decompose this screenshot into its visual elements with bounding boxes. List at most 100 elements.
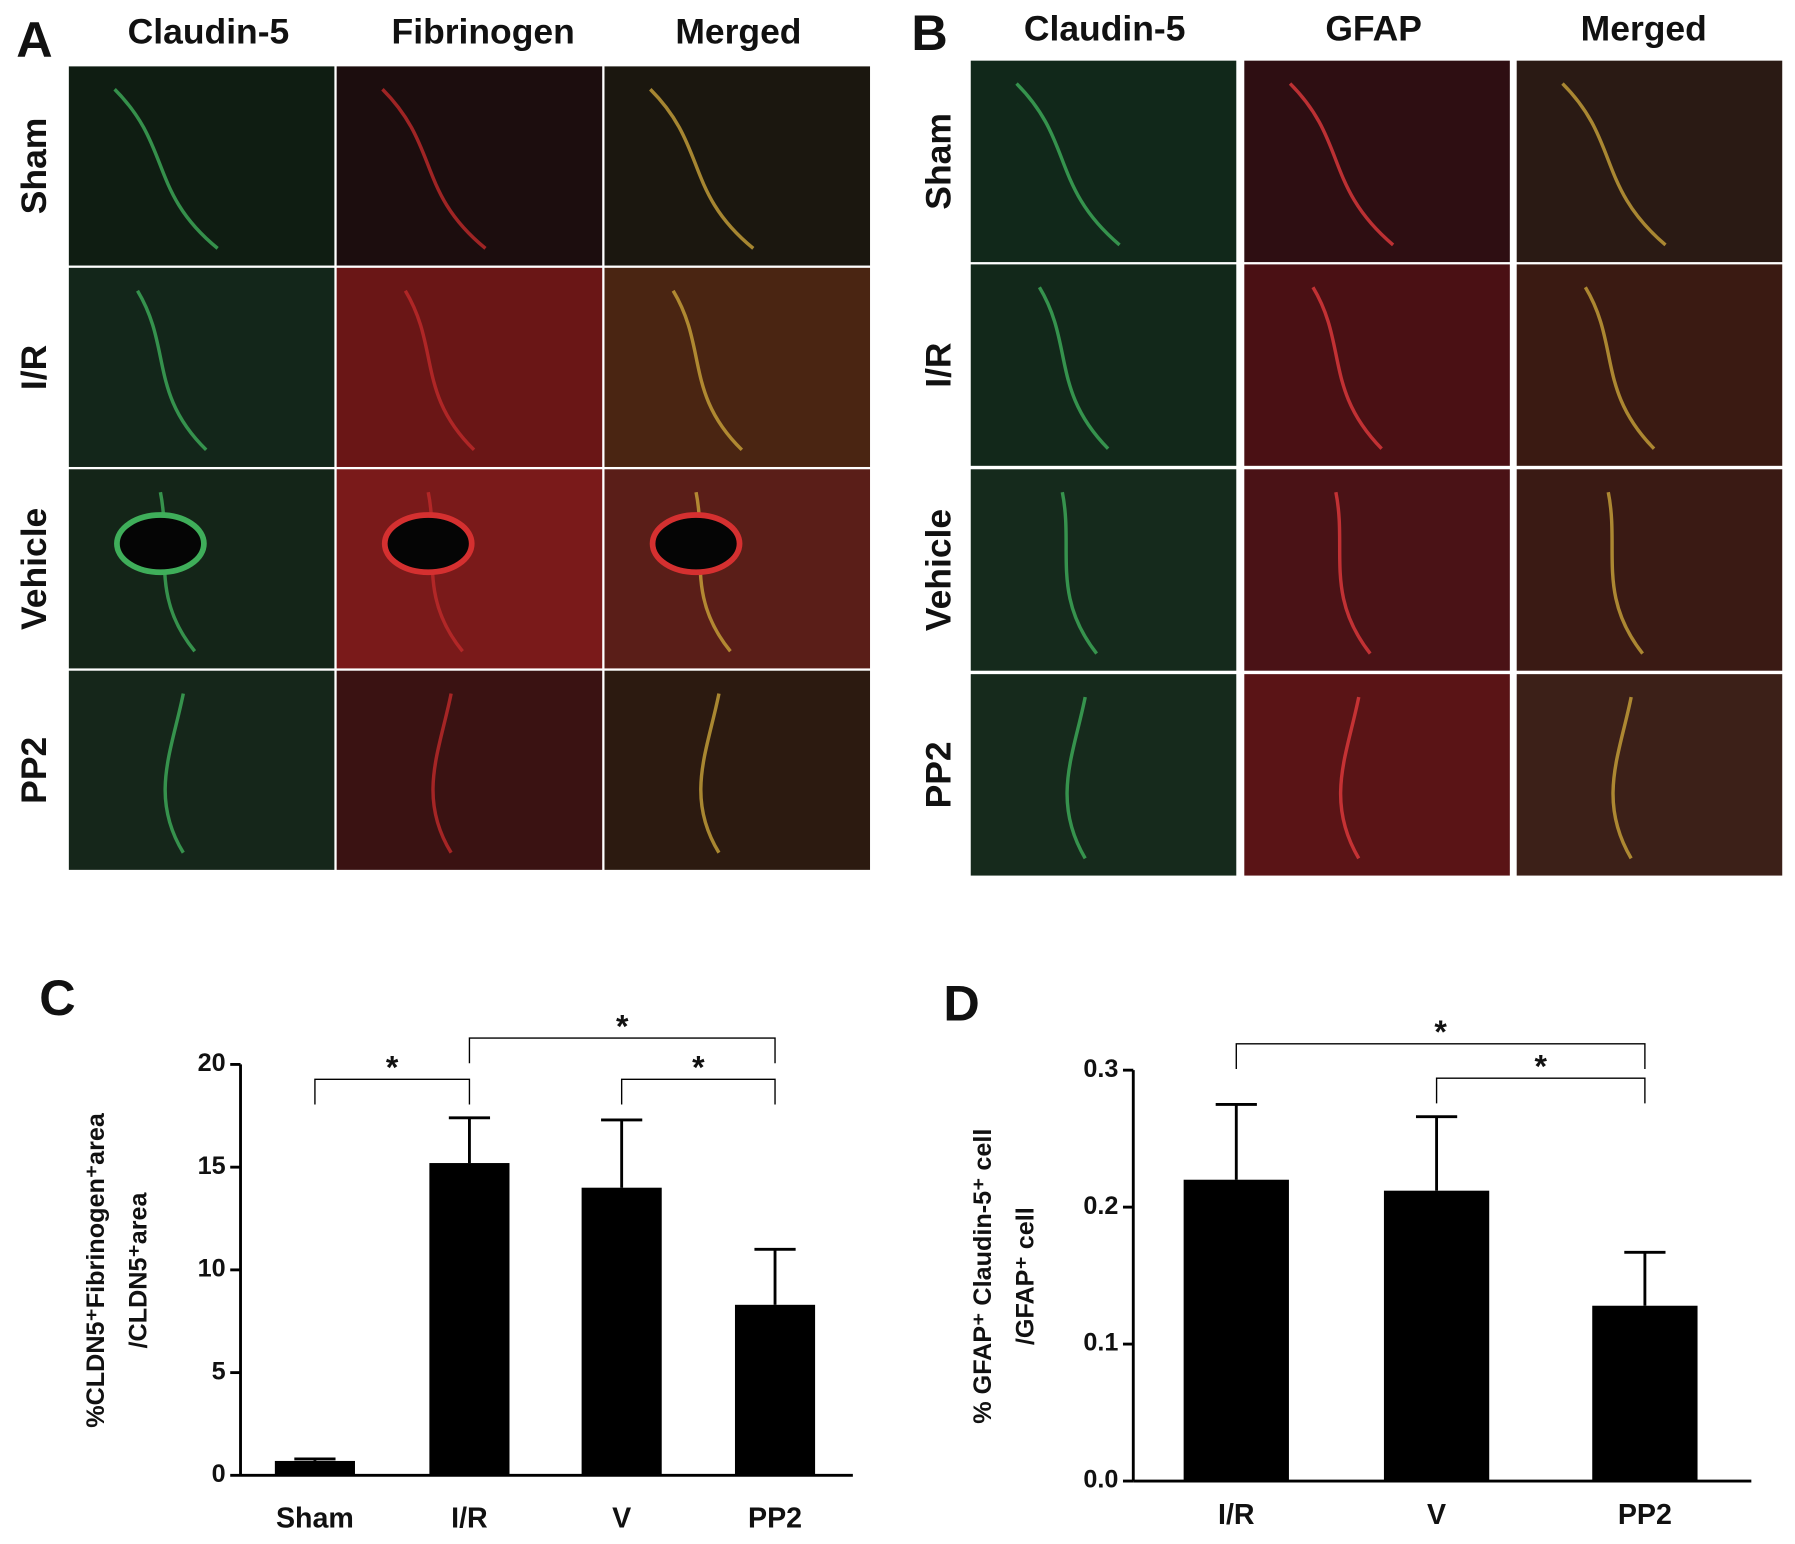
micrograph — [970, 264, 1237, 466]
significance-label: * — [386, 1050, 399, 1086]
micrograph — [970, 469, 1237, 671]
vessel — [136, 289, 208, 452]
x-tick-label: PP2 — [1618, 1499, 1672, 1531]
vessel — [1611, 696, 1633, 860]
bar — [429, 1163, 510, 1476]
y-tick-label: 0.2 — [1083, 1192, 1118, 1220]
y-tick-label: 15 — [198, 1152, 226, 1180]
row-label: I/R — [918, 342, 958, 387]
bar — [1383, 1190, 1490, 1482]
x-tick-label: V — [1427, 1499, 1446, 1531]
row-label: Vehicle — [14, 508, 54, 630]
vessel — [1065, 696, 1087, 860]
bar-chart: C %CLDN5⁺Fibrinogen⁺area/CLDN5⁺area 0 5 10 15… — [39, 969, 853, 1535]
y-tick-label: 0.0 — [1083, 1466, 1118, 1494]
micrograph — [604, 469, 871, 669]
vessel — [1060, 491, 1099, 655]
vessel — [1606, 491, 1644, 655]
significance-bracket — [1435, 1077, 1646, 1104]
x-tick-label: I/R — [451, 1503, 488, 1535]
vessel — [1037, 286, 1110, 450]
vessel — [1311, 286, 1383, 450]
significance-bracket — [314, 1078, 471, 1105]
micrograph — [1516, 674, 1783, 876]
micrograph — [1244, 264, 1510, 466]
micrograph — [336, 469, 603, 669]
significance-label: * — [1535, 1048, 1548, 1084]
column-header: Fibrinogen — [392, 12, 575, 52]
micrograph — [970, 674, 1237, 876]
y-tick-label: 20 — [198, 1049, 226, 1077]
y-axis-label: /CLDN5⁺area — [124, 1191, 152, 1348]
bar — [274, 1460, 355, 1476]
micrograph — [1516, 469, 1783, 671]
row-label: Sham — [918, 113, 958, 210]
vessel — [699, 693, 721, 854]
micrograph — [604, 267, 871, 467]
micrograph — [1516, 264, 1783, 466]
x-tick-label: Sham — [276, 1503, 354, 1535]
row-label: PP2 — [918, 741, 958, 808]
panel-letter: A — [16, 11, 52, 68]
panel-letter: D — [943, 975, 979, 1032]
column-header: GFAP — [1325, 8, 1422, 48]
micrograph — [336, 670, 603, 870]
vessel — [381, 88, 487, 250]
significance-label: * — [692, 1050, 705, 1086]
error-bar — [1415, 1115, 1458, 1191]
vessel — [1583, 286, 1656, 450]
panel-letter: C — [39, 969, 75, 1026]
vessel — [163, 693, 185, 854]
vessel-lumen — [114, 512, 207, 576]
vessel-lumen — [649, 512, 743, 576]
bar — [581, 1187, 662, 1476]
vessel — [1339, 696, 1361, 860]
y-tick-label: 0.1 — [1083, 1329, 1118, 1357]
vessel — [1015, 82, 1121, 247]
micrograph — [1244, 674, 1510, 876]
significance-bracket — [468, 1037, 776, 1064]
vessel — [649, 88, 755, 250]
x-tick-label: I/R — [1218, 1499, 1255, 1531]
row-label: Vehicle — [918, 509, 958, 631]
y-axis-label: % GFAP⁺ Claudin-5⁺ cell — [969, 1129, 997, 1424]
significance-bracket — [620, 1078, 776, 1105]
error-bar — [754, 1247, 796, 1305]
significance-label: * — [1434, 1014, 1447, 1050]
y-tick-label: 10 — [198, 1255, 226, 1283]
significance-bracket — [1235, 1043, 1646, 1070]
vessel — [1561, 82, 1667, 247]
panel-letter: B — [911, 4, 947, 61]
row-label: PP2 — [14, 737, 54, 804]
vessel — [113, 88, 219, 250]
error-bar — [448, 1116, 491, 1164]
micrograph — [68, 267, 335, 467]
vessel — [431, 693, 453, 854]
y-tick-label: 0 — [212, 1460, 226, 1488]
bar-chart: D % GFAP⁺ Claudin-5⁺ cell/GFAP⁺ cell 0.0 0.… — [943, 975, 1752, 1531]
micrograph — [604, 670, 871, 870]
bar — [734, 1304, 816, 1476]
micrograph — [336, 267, 603, 467]
bar — [1183, 1179, 1289, 1482]
micrograph — [68, 670, 335, 870]
vessel — [403, 289, 476, 452]
vessel — [1288, 82, 1395, 247]
row-label: I/R — [14, 345, 54, 390]
column-header: Claudin-5 — [1024, 8, 1186, 48]
y-axis-label: %CLDN5⁺Fibrinogen⁺area — [82, 1112, 110, 1428]
x-tick-label: V — [612, 1503, 631, 1535]
micrograph — [1244, 469, 1510, 671]
error-bar — [294, 1457, 336, 1461]
error-bar — [601, 1118, 643, 1188]
y-axis-label: /GFAP⁺ cell — [1011, 1207, 1039, 1345]
column-header: Merged — [675, 12, 801, 52]
y-tick-label: 0.3 — [1083, 1055, 1118, 1083]
vessel — [671, 289, 744, 452]
x-tick-label: PP2 — [748, 1503, 802, 1535]
y-tick-label: 5 — [212, 1357, 226, 1385]
column-header: Claudin-5 — [128, 12, 290, 52]
error-bar — [1215, 1102, 1257, 1180]
